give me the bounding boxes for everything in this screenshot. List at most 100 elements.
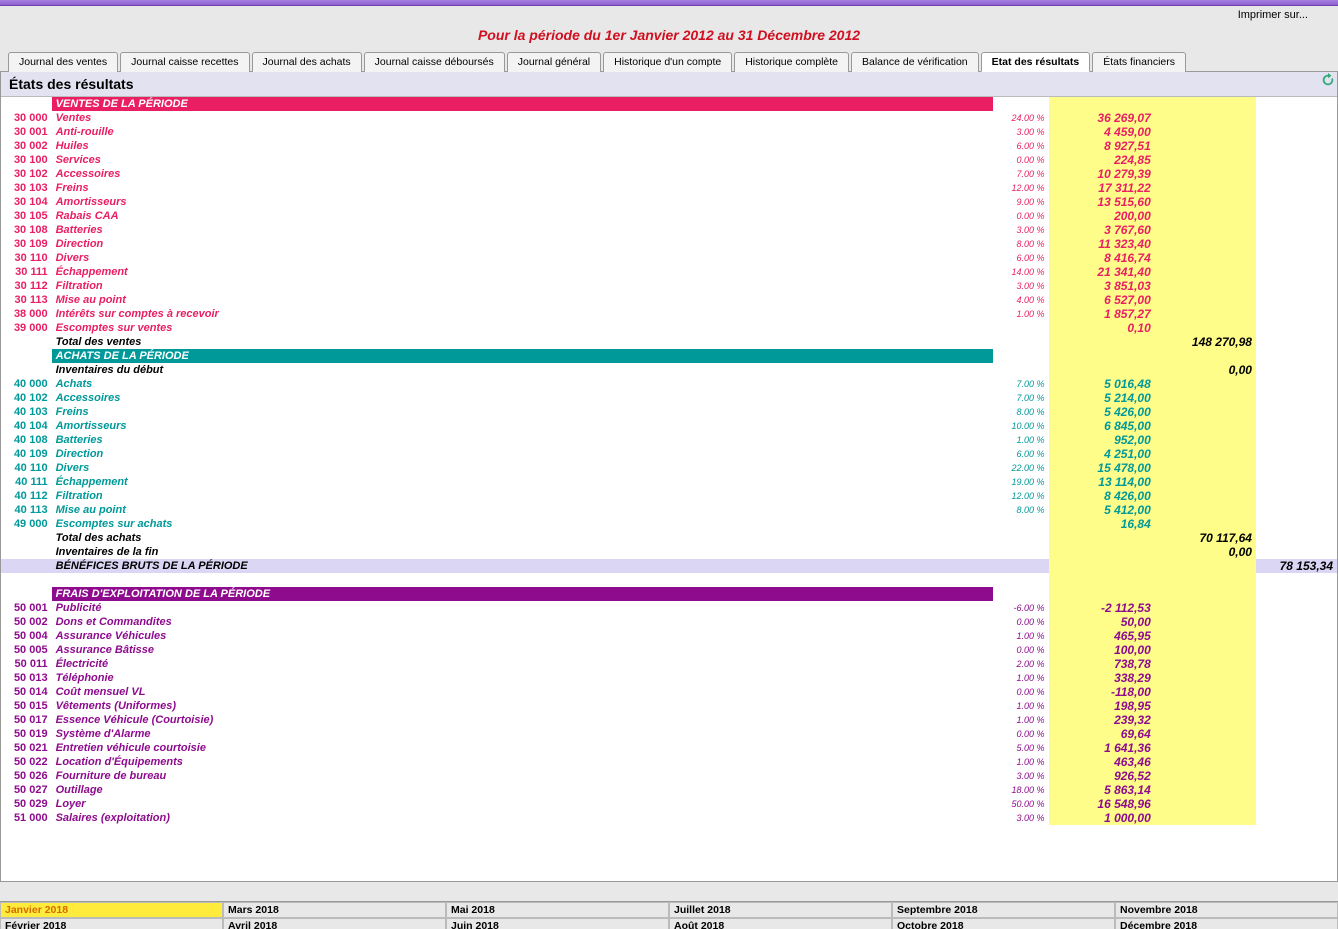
period-title: Pour la période du 1er Janvier 2012 au 3…	[0, 21, 1338, 51]
account-code: 40 103	[1, 405, 52, 419]
account-code: 50 005	[1, 643, 52, 657]
section-achats-title: ACHATS DE LA PÉRIODE	[52, 349, 993, 363]
account-pct: -6.00 %	[993, 601, 1049, 615]
account-amount: -118,00	[1049, 685, 1155, 699]
month-tab-3[interactable]: Juillet 2018	[669, 902, 892, 918]
account-label: Téléphonie	[52, 671, 993, 685]
account-pct: 0.00 %	[993, 615, 1049, 629]
account-label: Assurance Bâtisse	[52, 643, 993, 657]
month-tab-7[interactable]: Avril 2018	[223, 918, 446, 929]
account-label: Mise au point	[52, 503, 993, 517]
account-pct: 3.00 %	[993, 125, 1049, 139]
account-label: Vêtements (Uniformes)	[52, 699, 993, 713]
account-pct: 1.00 %	[993, 671, 1049, 685]
account-pct: 1.00 %	[993, 629, 1049, 643]
account-pct: 5.00 %	[993, 741, 1049, 755]
account-amount: 465,95	[1049, 629, 1155, 643]
account-amount: -2 112,53	[1049, 601, 1155, 615]
account-label: Batteries	[52, 223, 993, 237]
month-tab-2[interactable]: Mai 2018	[446, 902, 669, 918]
account-amount: 738,78	[1049, 657, 1155, 671]
tab-4[interactable]: Journal général	[507, 52, 601, 72]
account-label: Échappement	[52, 475, 993, 489]
month-tab-1[interactable]: Mars 2018	[223, 902, 446, 918]
account-code: 50 022	[1, 755, 52, 769]
month-tab-9[interactable]: Août 2018	[669, 918, 892, 929]
account-amount: 5 214,00	[1049, 391, 1155, 405]
account-pct: 12.00 %	[993, 181, 1049, 195]
account-label: Achats	[52, 377, 993, 391]
account-label: Amortisseurs	[52, 419, 993, 433]
account-code: 50 029	[1, 797, 52, 811]
account-code: 30 100	[1, 153, 52, 167]
account-pct: 6.00 %	[993, 139, 1049, 153]
account-amount: 36 269,07	[1049, 111, 1155, 125]
month-tab-6[interactable]: Février 2018	[0, 918, 223, 929]
benefices-label: BÉNÉFICES BRUTS DE LA PÉRIODE	[52, 559, 993, 573]
account-code: 50 004	[1, 629, 52, 643]
account-label: Essence Véhicule (Courtoisie)	[52, 713, 993, 727]
account-label: Batteries	[52, 433, 993, 447]
tab-6[interactable]: Historique complète	[734, 52, 849, 72]
account-pct: 50.00 %	[993, 797, 1049, 811]
month-tab-11[interactable]: Décembre 2018	[1115, 918, 1338, 929]
account-code: 50 027	[1, 783, 52, 797]
refresh-icon[interactable]	[1321, 73, 1335, 87]
account-amount: 16,84	[1049, 517, 1155, 531]
month-tab-5[interactable]: Novembre 2018	[1115, 902, 1338, 918]
month-tab-8[interactable]: Juin 2018	[446, 918, 669, 929]
account-pct: 7.00 %	[993, 377, 1049, 391]
tab-9[interactable]: États financiers	[1092, 52, 1186, 72]
account-pct: 3.00 %	[993, 769, 1049, 783]
tab-8[interactable]: Etat des résultats	[981, 52, 1091, 72]
total-achats-value: 70 117,64	[1155, 531, 1256, 545]
account-amount: 17 311,22	[1049, 181, 1155, 195]
tab-5[interactable]: Historique d'un compte	[603, 52, 732, 72]
tab-0[interactable]: Journal des ventes	[8, 52, 118, 72]
account-amount: 338,29	[1049, 671, 1155, 685]
total-ventes-label: Total des ventes	[52, 335, 993, 349]
account-label: Rabais CAA	[52, 209, 993, 223]
account-code: 30 110	[1, 251, 52, 265]
account-pct: 6.00 %	[993, 251, 1049, 265]
account-pct: 14.00 %	[993, 265, 1049, 279]
total-ventes-value: 148 270,98	[1155, 335, 1256, 349]
print-link[interactable]: Imprimer sur...	[1238, 9, 1308, 21]
account-label: Publicité	[52, 601, 993, 615]
account-label: Divers	[52, 461, 993, 475]
income-statement-table: VENTES DE LA PÉRIODE30 000Ventes24.00 %3…	[1, 97, 1337, 825]
account-label: Assurance Véhicules	[52, 629, 993, 643]
account-label: Système d'Alarme	[52, 727, 993, 741]
tab-7[interactable]: Balance de vérification	[851, 52, 979, 72]
account-amount: 1 857,27	[1049, 307, 1155, 321]
account-amount: 200,00	[1049, 209, 1155, 223]
inventaires-debut-value: 0,00	[1155, 363, 1256, 377]
account-amount: 1 641,36	[1049, 741, 1155, 755]
tab-2[interactable]: Journal des achats	[252, 52, 362, 72]
account-pct: 0.00 %	[993, 643, 1049, 657]
account-pct: 7.00 %	[993, 167, 1049, 181]
month-tab-0[interactable]: Janvier 2018	[0, 902, 223, 918]
section-frais-title: FRAIS D'EXPLOITATION DE LA PÉRIODE	[52, 587, 993, 601]
account-code: 40 111	[1, 475, 52, 489]
account-pct: 6.00 %	[993, 447, 1049, 461]
account-pct: 8.00 %	[993, 237, 1049, 251]
tab-1[interactable]: Journal caisse recettes	[120, 52, 249, 72]
account-label: Location d'Équipements	[52, 755, 993, 769]
account-code: 30 111	[1, 265, 52, 279]
account-label: Loyer	[52, 797, 993, 811]
account-amount: 239,32	[1049, 713, 1155, 727]
account-code: 50 002	[1, 615, 52, 629]
account-code: 39 000	[1, 321, 52, 335]
month-tab-10[interactable]: Octobre 2018	[892, 918, 1115, 929]
account-amount: 100,00	[1049, 643, 1155, 657]
account-code: 50 015	[1, 699, 52, 713]
account-amount: 3 767,60	[1049, 223, 1155, 237]
account-code: 30 113	[1, 293, 52, 307]
account-amount: 0,10	[1049, 321, 1155, 335]
account-pct: 3.00 %	[993, 223, 1049, 237]
account-label: Direction	[52, 447, 993, 461]
account-amount: 1 000,00	[1049, 811, 1155, 825]
tab-3[interactable]: Journal caisse déboursés	[364, 52, 505, 72]
month-tab-4[interactable]: Septembre 2018	[892, 902, 1115, 918]
